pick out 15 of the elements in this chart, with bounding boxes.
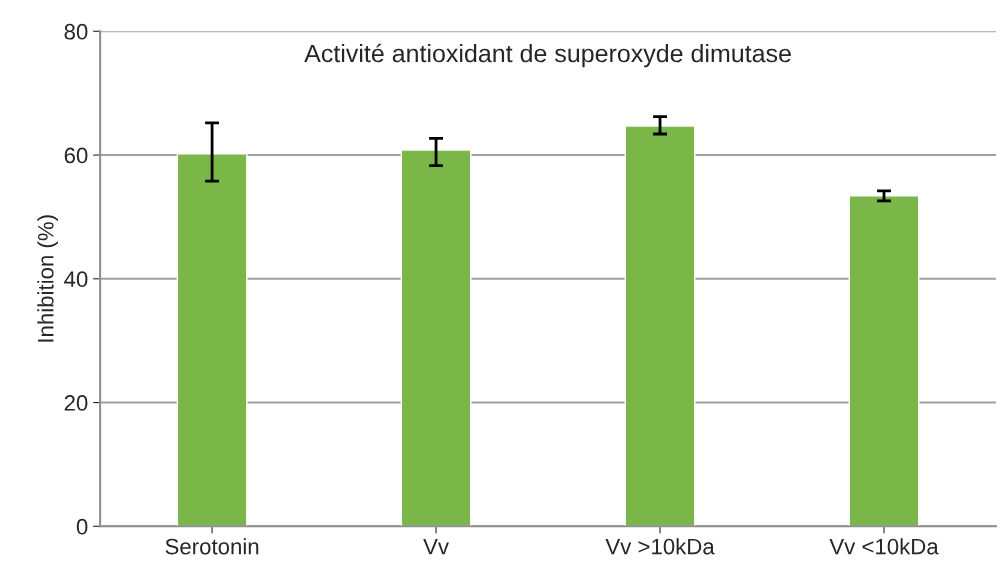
chart-title: Activité antioxidant de superoxyde dimutase (304, 43, 791, 68)
bar (848, 195, 920, 527)
y-tick-label: 20 (64, 395, 88, 411)
y-axis-title: Inhibition (%) (37, 215, 59, 342)
bar (624, 125, 696, 527)
y-tick-label: 40 (64, 271, 88, 288)
bar (176, 153, 248, 527)
x-tick-label: Vv <10kDa (829, 538, 939, 555)
y-tick-label: 60 (64, 147, 88, 164)
bar (400, 149, 472, 527)
y-tick-label: 80 (64, 23, 88, 40)
x-tick-label: Vv (423, 538, 449, 555)
y-tick-label: 0 (76, 518, 88, 535)
x-tick-label: Serotonin (165, 538, 259, 555)
x-tick-label: Vv >10kDa (605, 538, 715, 555)
